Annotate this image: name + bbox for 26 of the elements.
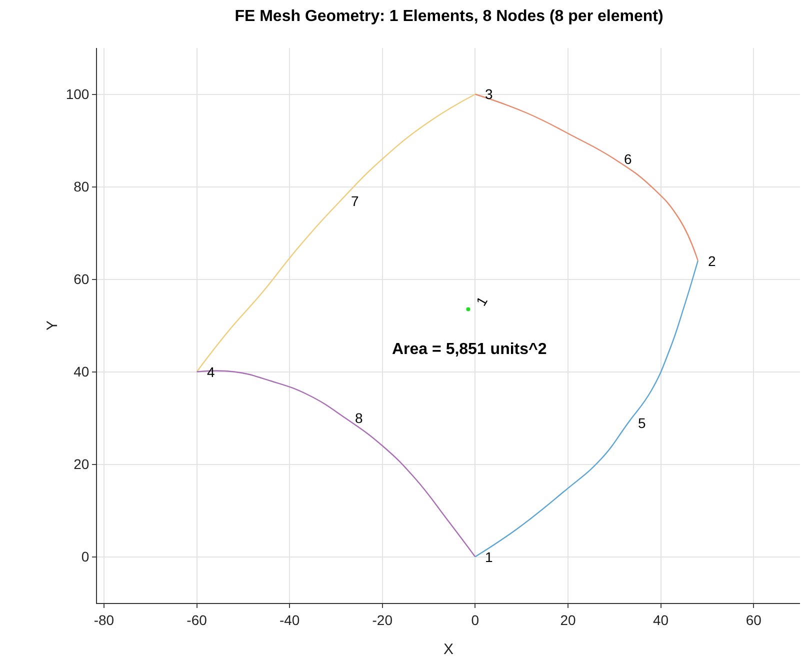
annotation: 6 <box>624 151 632 167</box>
annotation: 2 <box>708 253 716 269</box>
annotation: 3 <box>485 86 493 102</box>
annotation: 8 <box>355 410 363 426</box>
x-tick-label: -60 <box>186 612 208 628</box>
x-tick-label: 0 <box>471 612 480 628</box>
x-tick-label: 40 <box>653 612 669 628</box>
annotation: 1 <box>485 549 493 565</box>
annotation: 7 <box>351 193 359 209</box>
y-tick-label: 80 <box>74 178 90 195</box>
annotation: 1 <box>472 294 491 309</box>
x-tick-label: 20 <box>560 612 576 628</box>
annotation: Area = 5,851 units^2 <box>392 341 547 358</box>
x-axis-title: X <box>443 641 454 658</box>
y-tick-label: 0 <box>81 548 90 565</box>
annotation: 5 <box>638 415 646 431</box>
y-tick-label: 20 <box>74 456 90 472</box>
x-tick-label: 60 <box>746 612 762 628</box>
chart-title: FE Mesh Geometry: 1 Elements, 8 Nodes (8 per element) <box>234 8 664 26</box>
x-tick-label: -80 <box>94 612 114 628</box>
y-axis-title: Y <box>44 320 61 331</box>
x-tick-label: -40 <box>279 612 300 628</box>
y-tick-label: 100 <box>66 86 90 102</box>
y-tick-label: 60 <box>74 271 90 288</box>
y-tick-label: 40 <box>74 364 90 380</box>
x-tick-label: -20 <box>372 612 393 628</box>
